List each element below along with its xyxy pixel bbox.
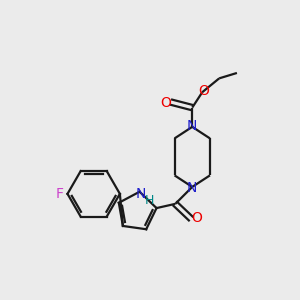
Text: N: N	[136, 187, 146, 201]
Text: H: H	[145, 194, 154, 208]
Text: N: N	[187, 182, 197, 196]
Text: F: F	[56, 187, 64, 201]
Text: O: O	[160, 96, 171, 110]
Text: O: O	[198, 84, 209, 98]
Text: N: N	[187, 119, 197, 133]
Text: O: O	[191, 211, 202, 225]
